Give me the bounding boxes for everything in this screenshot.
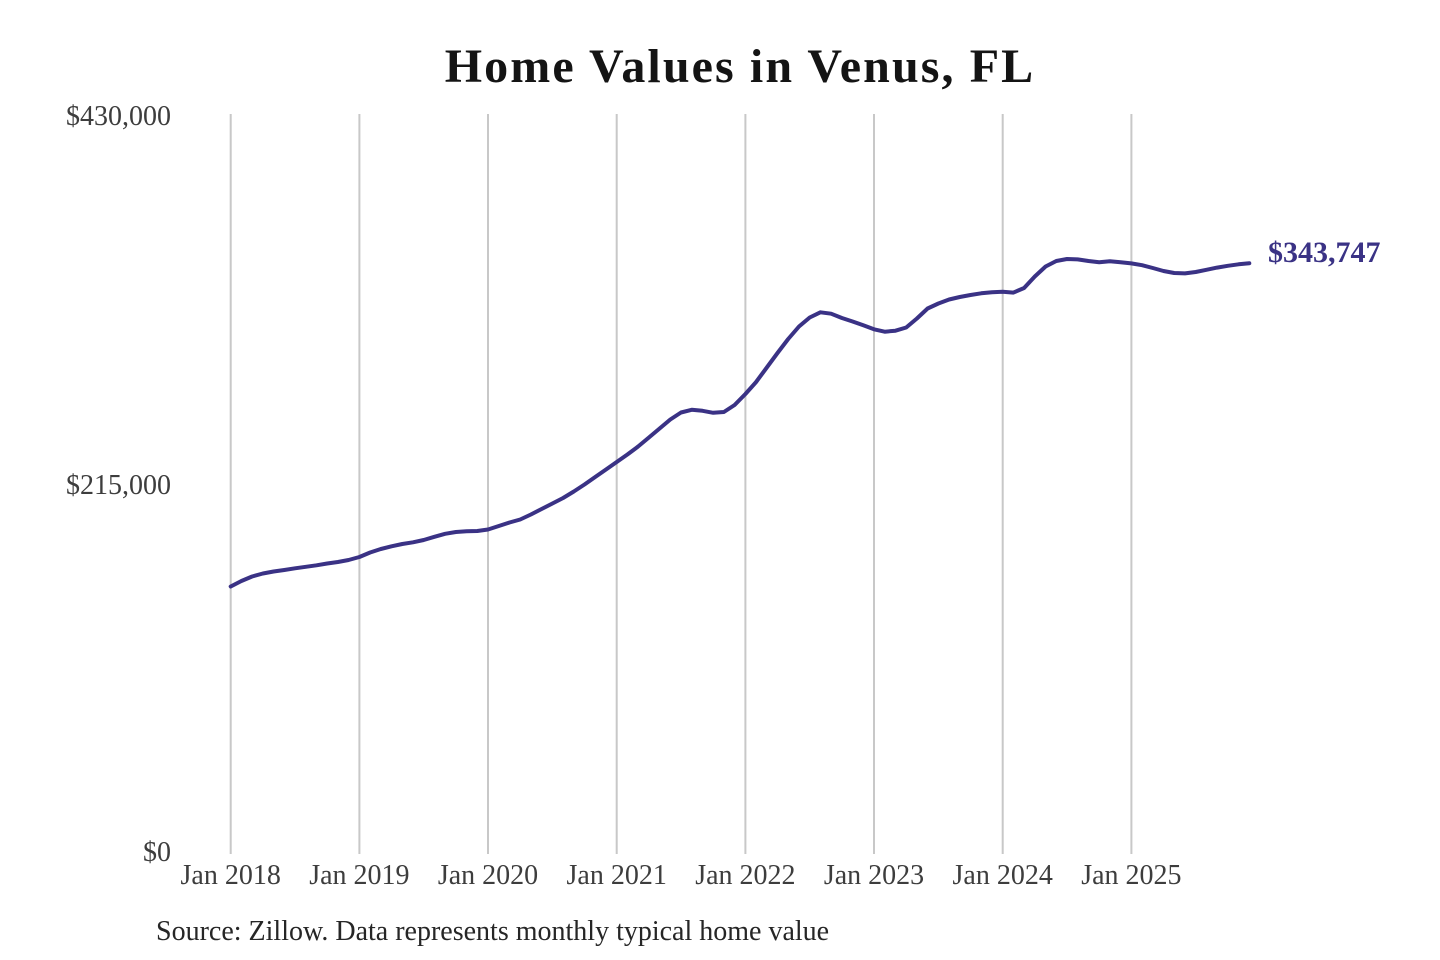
svg-text:Jan 2019: Jan 2019 [309,860,409,891]
svg-text:$343,747: $343,747 [1268,236,1381,269]
svg-text:Jan 2024: Jan 2024 [953,860,1053,891]
svg-text:Home Values in Venus, FL: Home Values in Venus, FL [445,40,1036,93]
svg-text:Jan 2021: Jan 2021 [567,860,667,891]
svg-text:Jan 2018: Jan 2018 [181,860,281,891]
svg-text:$430,000: $430,000 [66,101,171,132]
svg-text:Jan 2020: Jan 2020 [438,860,538,891]
svg-text:Jan 2025: Jan 2025 [1081,860,1181,891]
svg-text:$0: $0 [143,837,171,868]
svg-text:Jan 2023: Jan 2023 [824,860,924,891]
svg-text:Source: Zillow. Data represent: Source: Zillow. Data represents monthly … [156,916,829,947]
svg-text:Jan 2022: Jan 2022 [695,860,795,891]
svg-text:$215,000: $215,000 [66,470,171,501]
